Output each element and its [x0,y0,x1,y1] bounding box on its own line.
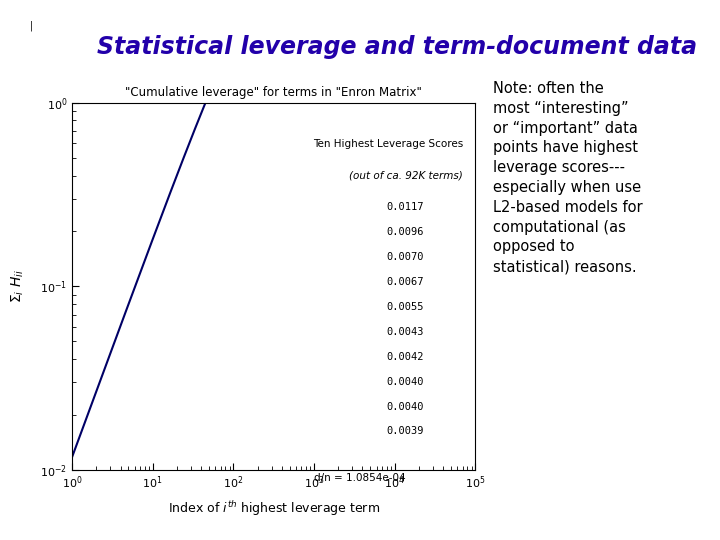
Text: 0.0039: 0.0039 [387,427,424,436]
Text: |: | [30,21,32,31]
Text: (out of ca. 92K terms): (out of ca. 92K terms) [349,171,463,180]
Text: Index of $i^{th}$ highest leverage term: Index of $i^{th}$ highest leverage term [168,500,379,518]
Text: 0.0070: 0.0070 [387,252,424,262]
Text: 0.0040: 0.0040 [387,402,424,411]
Text: 0.0040: 0.0040 [387,376,424,387]
Text: $\Sigma_i\ H_{ii}$: $\Sigma_i\ H_{ii}$ [10,269,26,303]
Text: 0.0043: 0.0043 [387,327,424,336]
Text: 0.0117: 0.0117 [387,202,424,212]
Text: Statistical leverage and term-document data: Statistical leverage and term-document d… [97,35,698,59]
Text: 0.0042: 0.0042 [387,352,424,362]
Text: 0.0067: 0.0067 [387,276,424,287]
Text: 0.0055: 0.0055 [387,302,424,312]
Title: "Cumulative leverage" for terms in "Enron Matrix": "Cumulative leverage" for terms in "Enro… [125,86,422,99]
Text: Note: often the
most “interesting”
or “important” data
points have highest
lever: Note: often the most “interesting” or “i… [493,81,643,274]
Text: d/n = 1.0854e-04: d/n = 1.0854e-04 [314,474,405,483]
Text: Ten Highest Leverage Scores: Ten Highest Leverage Scores [313,139,463,150]
Text: 0.0096: 0.0096 [387,227,424,237]
